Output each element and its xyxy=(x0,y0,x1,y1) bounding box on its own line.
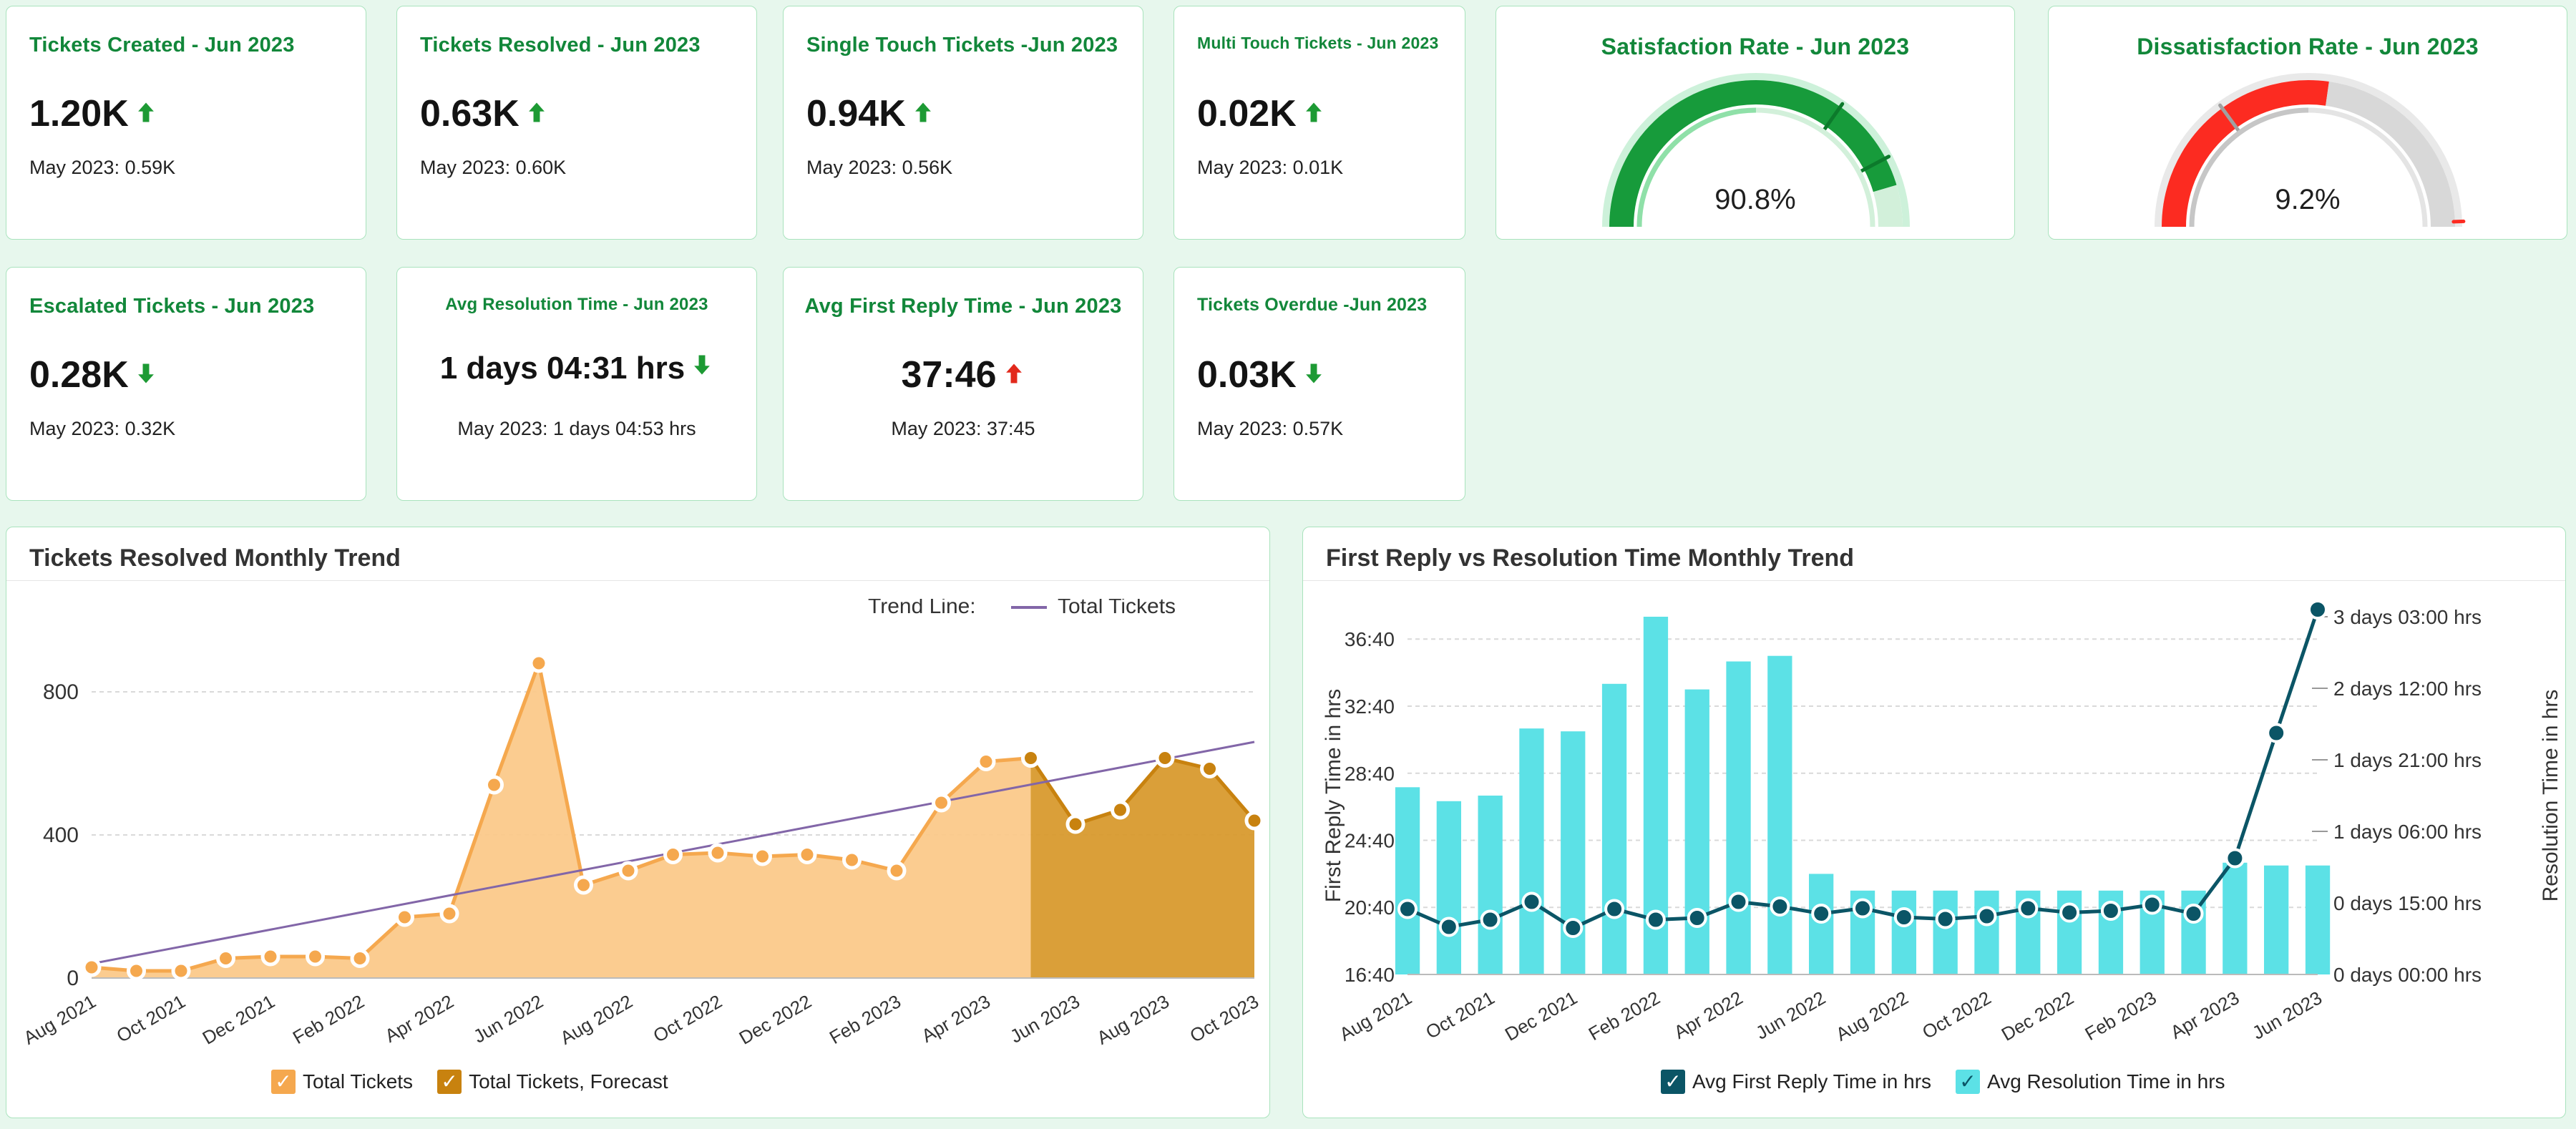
svg-text:Aug 2022: Aug 2022 xyxy=(557,990,636,1049)
svg-text:Apr 2022: Apr 2022 xyxy=(381,990,457,1047)
svg-text:28:40: 28:40 xyxy=(1345,763,1395,785)
svg-text:Oct 2023: Oct 2023 xyxy=(1186,990,1262,1047)
svg-text:Dec 2021: Dec 2021 xyxy=(1501,987,1581,1045)
svg-text:1 days 06:00 hrs: 1 days 06:00 hrs xyxy=(2333,821,2482,843)
svg-text:Apr 2022: Apr 2022 xyxy=(1670,987,1746,1043)
svg-text:Oct 2022: Oct 2022 xyxy=(1918,987,1994,1043)
svg-text:Dec 2022: Dec 2022 xyxy=(736,990,815,1049)
svg-text:Apr 2023: Apr 2023 xyxy=(2167,987,2243,1043)
svg-text:Dec 2021: Dec 2021 xyxy=(199,990,278,1049)
svg-text:Oct 2022: Oct 2022 xyxy=(650,990,726,1047)
svg-text:16:40: 16:40 xyxy=(1345,964,1395,986)
svg-text:Dec 2022: Dec 2022 xyxy=(1998,987,2077,1045)
svg-text:Feb 2023: Feb 2023 xyxy=(826,990,904,1048)
svg-text:20:40: 20:40 xyxy=(1345,896,1395,919)
svg-text:0: 0 xyxy=(67,967,79,990)
svg-text:First Reply Time in hrs: First Reply Time in hrs xyxy=(1322,689,1345,902)
svg-text:0 days 15:00 hrs: 0 days 15:00 hrs xyxy=(2333,892,2482,914)
svg-text:36:40: 36:40 xyxy=(1345,628,1395,650)
svg-text:Aug 2021: Aug 2021 xyxy=(24,990,99,1049)
svg-text:400: 400 xyxy=(43,823,79,847)
svg-text:Feb 2022: Feb 2022 xyxy=(289,990,368,1048)
svg-text:Trend Line:: Trend Line: xyxy=(868,599,976,618)
svg-text:Jun 2022: Jun 2022 xyxy=(1752,987,1830,1043)
svg-text:Oct 2021: Oct 2021 xyxy=(113,990,189,1047)
svg-text:Oct 2021: Oct 2021 xyxy=(1422,987,1498,1043)
svg-text:Feb 2023: Feb 2023 xyxy=(2082,987,2160,1045)
svg-text:Total Tickets: Total Tickets xyxy=(1058,599,1176,618)
svg-text:Resolution Time in hrs: Resolution Time in hrs xyxy=(2539,690,2562,902)
svg-text:Jun 2022: Jun 2022 xyxy=(469,990,547,1047)
svg-text:0 days 00:00 hrs: 0 days 00:00 hrs xyxy=(2333,964,2482,986)
svg-text:Feb 2022: Feb 2022 xyxy=(1585,987,1664,1045)
svg-text:3 days 03:00 hrs: 3 days 03:00 hrs xyxy=(2333,606,2482,628)
svg-text:Aug 2023: Aug 2023 xyxy=(1093,990,1173,1049)
svg-text:800: 800 xyxy=(43,680,79,704)
svg-text:Aug 2021: Aug 2021 xyxy=(1336,987,1415,1045)
svg-text:32:40: 32:40 xyxy=(1345,695,1395,718)
svg-text:1 days 21:00 hrs: 1 days 21:00 hrs xyxy=(2333,749,2482,771)
svg-text:Jun 2023: Jun 2023 xyxy=(1006,990,1083,1047)
svg-text:2 days 12:00 hrs: 2 days 12:00 hrs xyxy=(2333,678,2482,700)
svg-text:24:40: 24:40 xyxy=(1345,830,1395,852)
svg-text:Aug 2022: Aug 2022 xyxy=(1832,987,1911,1045)
svg-text:Apr 2023: Apr 2023 xyxy=(918,990,994,1047)
svg-text:Jun 2023: Jun 2023 xyxy=(2248,987,2326,1043)
